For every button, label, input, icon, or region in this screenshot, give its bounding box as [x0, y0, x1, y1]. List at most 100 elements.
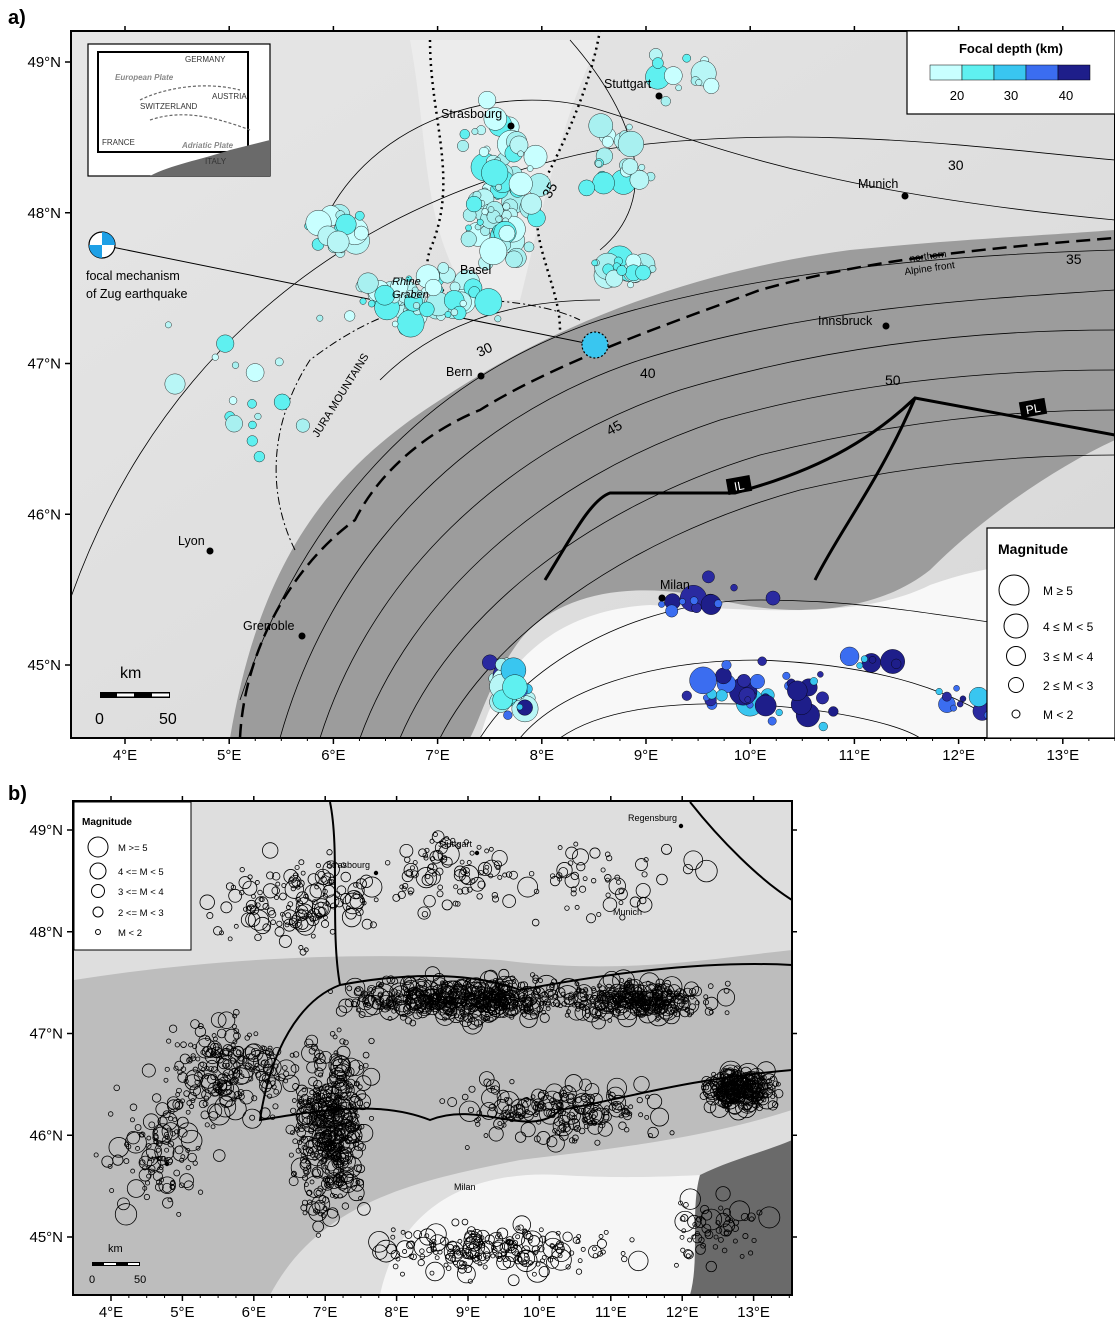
earthquake: [479, 147, 489, 157]
earthquake: [696, 79, 702, 85]
scale-tick: 0: [95, 711, 104, 728]
earthquake: [690, 667, 717, 694]
x-tick-label: 4°E: [99, 1304, 123, 1321]
x-tick-label: 7°E: [425, 747, 449, 764]
earthquake: [666, 605, 678, 617]
earthquake: [232, 362, 239, 369]
earthquake: [254, 451, 265, 462]
y-tick-label: 46°N: [27, 506, 61, 523]
earthquake: [716, 690, 727, 701]
shape: [930, 65, 962, 80]
earthquake: [360, 298, 366, 304]
earthquake: [658, 601, 664, 607]
earthquake: [602, 136, 613, 147]
legend-item: 2 ≤ M < 3: [1043, 679, 1094, 693]
city: Innsbruck: [818, 314, 873, 328]
earthquake: [480, 238, 507, 265]
earthquake: [969, 687, 988, 706]
earthquake: [488, 206, 494, 212]
earthquake: [676, 85, 682, 91]
magnitude-legend-a: Magnitude M ≥ 5 4 ≤ M < 5 3 ≤ M < 4 2 ≤ …: [987, 528, 1115, 738]
earthquake: [817, 671, 823, 677]
earthquake: [246, 364, 264, 382]
contour-label: 35: [1066, 251, 1082, 267]
earthquake: [891, 659, 901, 669]
panel-label: a): [8, 7, 26, 29]
inset-label: AUSTRIA: [212, 92, 247, 101]
x-tick-label: 13°E: [737, 1304, 770, 1321]
x-tick-label: 9°E: [456, 1304, 480, 1321]
earthquake: [368, 300, 375, 307]
earthquake: [936, 688, 943, 695]
annotation: PL: [1025, 401, 1042, 417]
shape: [994, 65, 1026, 80]
earthquake: [165, 374, 185, 394]
x-tick-label: 8°E: [384, 1304, 408, 1321]
city: Stuttgart: [604, 77, 652, 91]
earthquake: [495, 184, 501, 190]
city-dot: [656, 93, 663, 100]
body: { "panel_a":{ "label":"a)", "lon_labels"…: [0, 0, 1115, 1331]
shape: [1026, 65, 1058, 80]
earthquake: [475, 288, 502, 315]
x-tick-label: 6°E: [242, 1304, 266, 1321]
earthquake: [518, 151, 524, 157]
earthquake: [819, 722, 828, 731]
earthquake: [579, 180, 595, 196]
earthquake: [527, 166, 533, 172]
scale-unit: km: [108, 1243, 123, 1255]
city: Lyon: [178, 534, 205, 548]
legend-title: Focal depth (km): [959, 41, 1063, 56]
legend-tick: 40: [1059, 88, 1073, 103]
legend-item: 4 <= M < 5: [118, 867, 164, 878]
x-tick-label: 13°E: [1046, 747, 1079, 764]
inset-label: GERMANY: [185, 55, 226, 64]
earthquake: [229, 397, 237, 405]
legend-item: 2 <= M < 3: [118, 908, 164, 919]
earthquake: [466, 225, 472, 231]
y-tick-label: 45°N: [27, 657, 61, 674]
x-tick-label: 10°E: [523, 1304, 556, 1321]
city: Munich: [613, 907, 642, 917]
earthquake: [652, 58, 663, 69]
earthquake: [702, 571, 714, 583]
earthquake: [495, 316, 501, 322]
legend-tick: 30: [1004, 88, 1018, 103]
earthquake: [327, 231, 349, 253]
earthquake: [618, 131, 644, 157]
earthquake: [226, 415, 243, 432]
earthquake: [704, 78, 720, 94]
city-dot: [883, 323, 890, 330]
earthquake: [249, 421, 257, 429]
earthquake: [683, 54, 691, 62]
earthquake: [960, 696, 966, 702]
earthquake: [722, 660, 732, 670]
earthquake: [247, 436, 258, 447]
scale-tick: 50: [159, 711, 177, 728]
inset-label: SWITZERLAND: [140, 102, 198, 111]
earthquake: [481, 160, 508, 187]
earthquake: [950, 705, 956, 711]
earthquake: [857, 663, 863, 669]
earthquake: [816, 692, 828, 704]
city: Stuttgart: [438, 839, 473, 849]
city-dot: [659, 595, 666, 602]
earthquake: [626, 124, 632, 130]
x-tick-label: 12°E: [666, 1304, 699, 1321]
city: Lyon: [147, 1153, 166, 1163]
x-tick-label: 5°E: [170, 1304, 194, 1321]
earthquake: [499, 225, 515, 241]
earthquake: [509, 172, 532, 195]
earthquake: [664, 67, 682, 85]
inset-label: European Plate: [115, 73, 174, 82]
earthquake: [617, 265, 627, 275]
panel-label: b): [8, 783, 27, 805]
x-tick-label: 7°E: [313, 1304, 337, 1321]
earthquake: [317, 315, 323, 321]
contour-label: 40: [640, 365, 656, 381]
earthquake: [274, 394, 290, 410]
annotation: of Zug earthquake: [86, 287, 188, 301]
city-dot: [478, 373, 485, 380]
earthquake: [165, 322, 171, 328]
scale-tick: 0: [89, 1274, 95, 1286]
